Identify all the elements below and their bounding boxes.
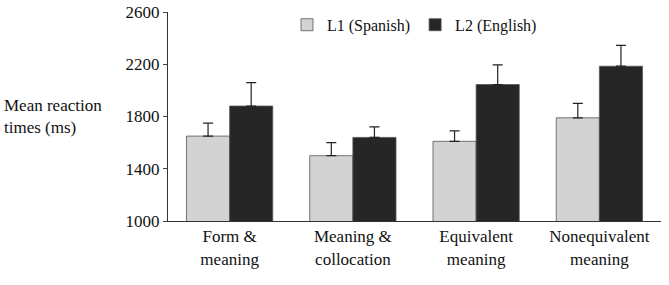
svg-text:1400: 1400 [126,160,160,179]
svg-text:1800: 1800 [126,107,160,126]
svg-text:1000: 1000 [126,212,160,231]
svg-text:Nonequivalentmeaning: Nonequivalentmeaning [549,227,649,268]
svg-text:L2 (English): L2 (English) [455,17,536,35]
svg-text:Meaning &collocation: Meaning &collocation [314,227,392,268]
svg-text:Form &meaning: Form &meaning [200,227,259,268]
svg-text:2200: 2200 [126,55,160,74]
svg-text:2600: 2600 [126,3,160,22]
svg-text:Mean reactiontimes (ms): Mean reactiontimes (ms) [4,96,102,137]
svg-text:Equivalentmeaning: Equivalentmeaning [439,227,513,268]
svg-text:L1 (Spanish): L1 (Spanish) [327,17,410,35]
